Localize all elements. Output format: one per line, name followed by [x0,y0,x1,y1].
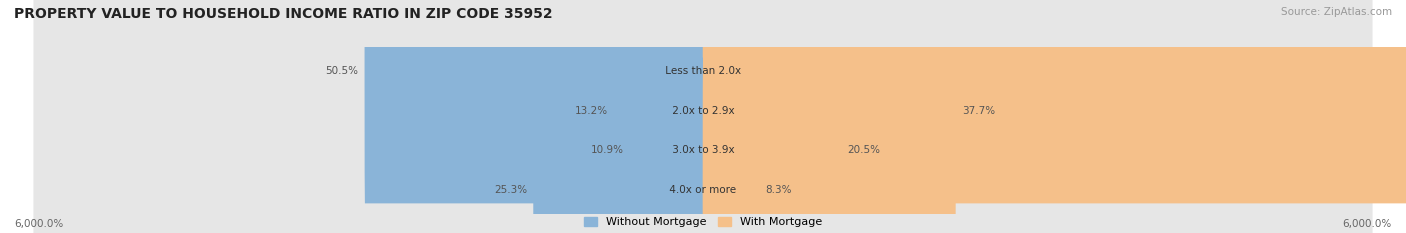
Text: 25.3%: 25.3% [494,185,527,195]
Text: Source: ZipAtlas.com: Source: ZipAtlas.com [1281,7,1392,17]
Legend: Without Mortgage, With Mortgage: Without Mortgage, With Mortgage [583,217,823,227]
FancyBboxPatch shape [32,0,1374,233]
FancyBboxPatch shape [614,0,703,233]
Text: PROPERTY VALUE TO HOUSEHOLD INCOME RATIO IN ZIP CODE 35952: PROPERTY VALUE TO HOUSEHOLD INCOME RATIO… [14,7,553,21]
Text: 50.5%: 50.5% [325,65,359,75]
Text: 10.9%: 10.9% [591,145,623,155]
Text: 6,000.0%: 6,000.0% [1343,219,1392,229]
Text: 20.5%: 20.5% [846,145,880,155]
FancyBboxPatch shape [703,0,1406,203]
FancyBboxPatch shape [533,58,703,233]
FancyBboxPatch shape [703,0,956,233]
FancyBboxPatch shape [32,0,1374,233]
Text: 6,000.0%: 6,000.0% [14,219,63,229]
Text: 3.0x to 3.9x: 3.0x to 3.9x [669,145,737,155]
Text: 37.7%: 37.7% [962,106,995,116]
FancyBboxPatch shape [630,18,703,233]
FancyBboxPatch shape [32,0,1374,233]
Text: 2.0x to 2.9x: 2.0x to 2.9x [669,106,737,116]
FancyBboxPatch shape [703,18,841,233]
FancyBboxPatch shape [32,0,1374,233]
Text: 4.0x or more: 4.0x or more [666,185,740,195]
Text: 13.2%: 13.2% [575,106,607,116]
FancyBboxPatch shape [364,0,703,203]
Text: 8.3%: 8.3% [765,185,792,195]
FancyBboxPatch shape [703,58,759,233]
Text: Less than 2.0x: Less than 2.0x [662,65,744,75]
